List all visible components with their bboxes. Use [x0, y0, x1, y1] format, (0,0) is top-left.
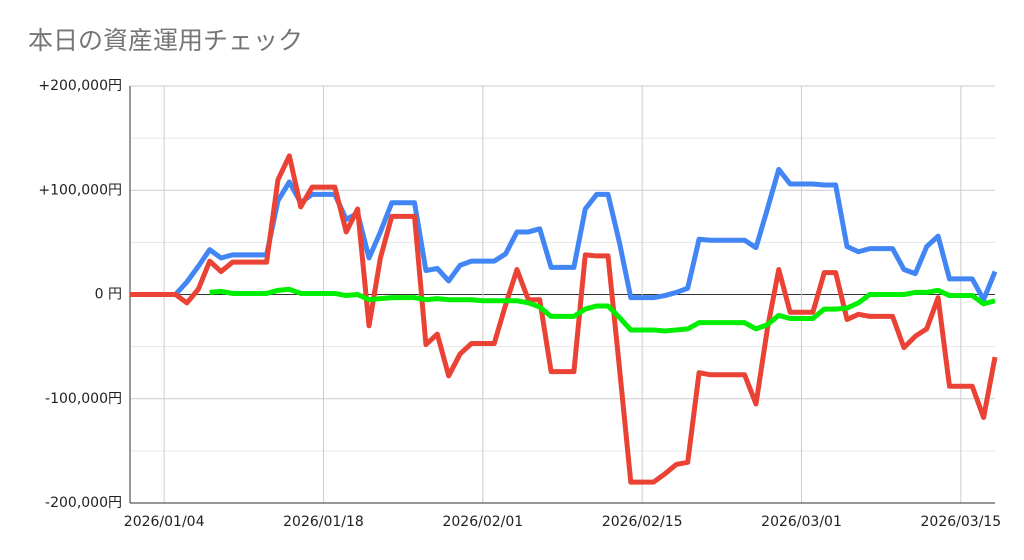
x-tick-label: 2026/01/04	[124, 514, 205, 530]
y-tick-label: -100,000円	[45, 391, 122, 407]
y-tick-label: -200,000円	[45, 495, 122, 511]
series-line	[130, 153, 998, 485]
x-tick-label: 2026/03/15	[921, 514, 1002, 530]
x-tick-label: 2026/01/18	[283, 514, 364, 530]
y-tick-label: 0 円	[95, 287, 122, 303]
series-line	[209, 286, 996, 334]
x-tick-label: 2026/02/01	[442, 514, 523, 530]
chart-title: 本日の資産運用チェック	[28, 26, 303, 55]
y-tick-label: +200,000円	[38, 78, 122, 94]
y-tick-label: +100,000円	[38, 182, 122, 198]
x-tick-label: 2026/03/01	[761, 514, 842, 530]
x-tick-label: 2026/02/15	[602, 514, 683, 530]
series-line	[130, 166, 998, 303]
